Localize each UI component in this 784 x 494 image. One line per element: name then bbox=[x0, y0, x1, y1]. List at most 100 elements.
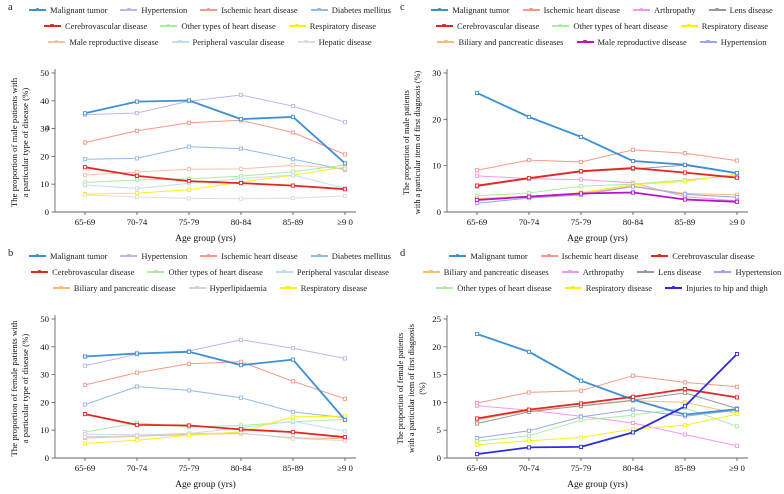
data-point-marker bbox=[290, 379, 296, 384]
data-point-marker bbox=[734, 424, 740, 429]
x-tick-label: 85-89 bbox=[675, 463, 696, 473]
legend-label: Malignant tumor bbox=[50, 5, 108, 15]
data-point-marker bbox=[238, 359, 244, 364]
legend-item-other-types-of-heart-disease: Other types of heart disease bbox=[552, 21, 668, 31]
legend-item-cerebrovascular-disease: Cerebrovascular disease bbox=[43, 21, 147, 31]
series-line-cerebrovascular-disease bbox=[476, 388, 738, 420]
y-tick-label: 5 bbox=[437, 425, 442, 435]
series-line-lens-disease bbox=[476, 164, 738, 187]
series-line-hypertension bbox=[476, 409, 738, 439]
data-point-marker bbox=[342, 161, 348, 166]
data-point-marker bbox=[682, 192, 688, 197]
legend-item-ischemic-heart-disease: Ischemic heart disease bbox=[200, 251, 298, 261]
legend: Malignant tumor Hypertension Ischemic hear… bbox=[0, 251, 392, 293]
data-point-marker bbox=[134, 351, 140, 356]
series-line-male-reproductive-disease bbox=[476, 191, 738, 203]
legend-marker-icon bbox=[188, 285, 206, 291]
data-point-marker bbox=[630, 165, 636, 171]
data-point-marker bbox=[526, 194, 532, 199]
legend-label: Malignant tumor bbox=[470, 251, 528, 261]
series-line-cerebrovascular-disease bbox=[84, 413, 346, 439]
data-point-marker bbox=[134, 99, 140, 104]
legend-label: Hyperlipidaemia bbox=[209, 283, 267, 293]
legend-marker-icon bbox=[699, 39, 717, 45]
data-point-marker bbox=[474, 173, 480, 178]
y-tick-label: 10 bbox=[432, 397, 441, 407]
data-point-marker bbox=[134, 422, 140, 427]
data-point-marker bbox=[578, 134, 584, 139]
x-tick-label: 75-79 bbox=[571, 217, 592, 227]
legend-label: Other types of heart disease bbox=[168, 267, 263, 277]
data-point-marker bbox=[342, 429, 348, 434]
data-point-marker bbox=[734, 171, 740, 176]
legend-marker-icon bbox=[435, 23, 453, 29]
data-point-marker bbox=[290, 157, 296, 162]
legend-item-hypertension: Hypertension bbox=[699, 37, 767, 47]
data-point-marker bbox=[578, 401, 584, 406]
legend-row: Malignant tumor Hypertension Ischemic hear… bbox=[1, 251, 391, 261]
data-point-marker bbox=[342, 166, 348, 171]
data-point-marker bbox=[342, 396, 348, 401]
y-tick-label: 30 bbox=[40, 370, 49, 380]
data-point-marker bbox=[290, 130, 296, 135]
data-point-marker bbox=[682, 179, 688, 184]
data-point-marker bbox=[290, 430, 296, 435]
legend-label: Malignant tumor bbox=[50, 251, 108, 261]
y-tick-label: 30 bbox=[432, 68, 441, 78]
data-point-marker bbox=[238, 427, 244, 432]
legend-item-respiratory-disease: Respiratory disease bbox=[680, 21, 768, 31]
data-point-marker bbox=[238, 337, 244, 342]
legend-marker-icon bbox=[431, 7, 449, 13]
legend-item-cerebrovascular-disease: Cerebrovascular disease bbox=[31, 267, 134, 277]
series-line-arthropathy bbox=[476, 405, 738, 447]
y-axis-title-line: The proportion of female patients with bbox=[9, 320, 19, 457]
legend-item-arthropathy: Arthropathy bbox=[633, 5, 696, 15]
legend-label: Male reproductive disease bbox=[597, 37, 687, 47]
data-point-marker bbox=[682, 380, 688, 385]
data-point-marker bbox=[578, 177, 584, 182]
data-point-marker bbox=[474, 442, 480, 447]
series-line-diabetes-mellitus bbox=[84, 146, 346, 171]
data-point-marker bbox=[526, 433, 532, 438]
data-point-marker bbox=[734, 175, 740, 180]
series-line-cerebrovascular-disease bbox=[476, 167, 738, 187]
data-point-marker bbox=[578, 444, 584, 449]
legend-label: Diabetes mellitus bbox=[331, 5, 391, 15]
data-point-marker bbox=[734, 199, 740, 204]
y-axis-title-line: with a particular item of first diagnosi… bbox=[407, 324, 416, 453]
legend-row: Malignant tumor Hypertension Ischemic hear… bbox=[1, 5, 391, 15]
y-axis-title-line: with a particular item of first diagnosi… bbox=[413, 70, 422, 214]
legend-label: Ischemic heart disease bbox=[561, 251, 639, 261]
series-line-other-types-of-heart-disease bbox=[476, 174, 738, 197]
legend-row: Other types of heart disease Respiratory … bbox=[408, 283, 768, 293]
legend-marker-icon bbox=[120, 7, 138, 13]
x-tick-label: 75-79 bbox=[179, 217, 200, 227]
legend-marker-icon bbox=[708, 7, 726, 13]
data-point-marker bbox=[682, 197, 688, 202]
legend-marker-icon bbox=[288, 23, 306, 29]
series-line-malignant-tumor bbox=[84, 99, 346, 165]
series-line-other-types-of-heart-disease bbox=[84, 164, 346, 183]
legend-item-male-reproductive-disease: Male reproductive disease bbox=[576, 37, 687, 47]
legend-label: Other types of heart disease bbox=[573, 21, 668, 31]
panel-c: c Malignant tumor Ischemic heart disease A… bbox=[392, 0, 784, 246]
data-point-marker bbox=[474, 416, 480, 421]
legend-item-male-reproductive-disease: Male reproductive disease bbox=[48, 37, 159, 47]
panel-letter-d: d bbox=[400, 248, 406, 259]
data-point-marker bbox=[630, 394, 636, 399]
y-tick-label: 20 bbox=[432, 114, 441, 124]
series-line-ischemic-heart-disease bbox=[84, 119, 346, 155]
legend-marker-icon bbox=[310, 7, 328, 13]
panel-d: d Malignant tumor Ischemic heart disease C… bbox=[392, 246, 784, 493]
data-point-marker bbox=[82, 412, 88, 417]
legend-label: Other types of heart disease bbox=[181, 21, 276, 31]
legend-item-biliary-and-pancreatic-disease: Biliary and pancreatic disease bbox=[52, 283, 176, 293]
data-point-marker bbox=[474, 201, 480, 206]
legend: Malignant tumor Hypertension Ischemic hear… bbox=[0, 5, 392, 47]
legend-label: Arthropathy bbox=[582, 267, 625, 277]
data-point-marker bbox=[82, 140, 88, 145]
stray-annotation: a bbox=[46, 122, 50, 132]
data-point-marker bbox=[238, 117, 244, 122]
legend-item-malignant-tumor: Malignant tumor bbox=[29, 251, 107, 261]
